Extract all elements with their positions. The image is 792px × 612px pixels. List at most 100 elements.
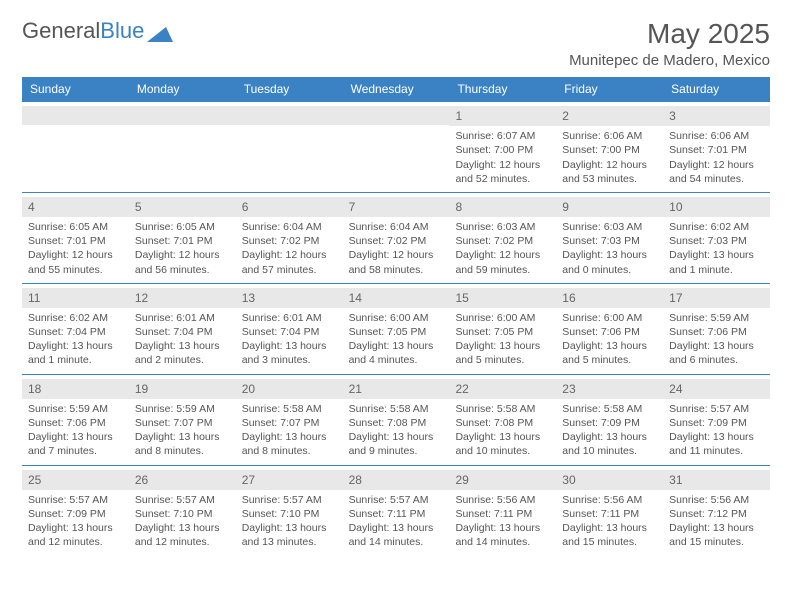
sunrise-text: Sunrise: 5:56 AM bbox=[669, 493, 764, 507]
day-number-row: 31 bbox=[663, 470, 770, 490]
sunrise-text: Sunrise: 6:03 AM bbox=[455, 220, 550, 234]
daylight-text-2: and 5 minutes. bbox=[455, 353, 550, 367]
logo-word2: Blue bbox=[100, 18, 144, 44]
sunrise-text: Sunrise: 5:57 AM bbox=[669, 402, 764, 416]
day-number: 17 bbox=[669, 291, 682, 305]
sunrise-text: Sunrise: 5:57 AM bbox=[349, 493, 444, 507]
sunrise-text: Sunrise: 6:04 AM bbox=[349, 220, 444, 234]
dow-cell: Sunday bbox=[22, 77, 129, 101]
day-number: 27 bbox=[242, 473, 255, 487]
day-number: 2 bbox=[562, 109, 569, 123]
sunset-text: Sunset: 7:11 PM bbox=[349, 507, 444, 521]
logo-triangle-icon bbox=[147, 22, 173, 40]
sunrise-text: Sunrise: 6:06 AM bbox=[562, 129, 657, 143]
sunset-text: Sunset: 7:03 PM bbox=[669, 234, 764, 248]
day-number-row: 18 bbox=[22, 379, 129, 399]
daylight-text-2: and 14 minutes. bbox=[349, 535, 444, 549]
day-cell: 10 Sunrise: 6:02 AMSunset: 7:03 PMDayligh… bbox=[663, 192, 770, 283]
week-row: 11Sunrise: 6:02 AMSunset: 7:04 PMDayligh… bbox=[22, 283, 770, 374]
day-number-row: 15 bbox=[449, 288, 556, 308]
week-row: 18Sunrise: 5:59 AMSunset: 7:06 PMDayligh… bbox=[22, 374, 770, 465]
day-number-row: 25 bbox=[22, 470, 129, 490]
day-number-row: 20 bbox=[236, 379, 343, 399]
daylight-text-1: Daylight: 12 hours bbox=[455, 248, 550, 262]
daylight-text-1: Daylight: 13 hours bbox=[349, 521, 444, 535]
day-cell: 24Sunrise: 5:57 AMSunset: 7:09 PMDayligh… bbox=[663, 374, 770, 465]
daylight-text-1: Daylight: 13 hours bbox=[28, 339, 123, 353]
day-number: 19 bbox=[135, 382, 148, 396]
daylight-text-2: and 2 minutes. bbox=[135, 353, 230, 367]
empty-day-header bbox=[343, 106, 450, 125]
day-cell bbox=[129, 101, 236, 192]
day-number: 15 bbox=[455, 291, 468, 305]
sunset-text: Sunset: 7:05 PM bbox=[349, 325, 444, 339]
day-number: 20 bbox=[242, 382, 255, 396]
sunrise-text: Sunrise: 5:56 AM bbox=[455, 493, 550, 507]
sunset-text: Sunset: 7:04 PM bbox=[28, 325, 123, 339]
sunrise-text: Sunrise: 5:58 AM bbox=[349, 402, 444, 416]
daylight-text-1: Daylight: 13 hours bbox=[28, 521, 123, 535]
daylight-text-1: Daylight: 12 hours bbox=[135, 248, 230, 262]
sunset-text: Sunset: 7:05 PM bbox=[455, 325, 550, 339]
sunrise-text: Sunrise: 6:01 AM bbox=[135, 311, 230, 325]
day-number-row: 13 bbox=[236, 288, 343, 308]
daylight-text-2: and 10 minutes. bbox=[455, 444, 550, 458]
title-block: May 2025 Munitepec de Madero, Mexico bbox=[569, 18, 770, 69]
day-number-row: 24 bbox=[663, 379, 770, 399]
sunrise-text: Sunrise: 6:02 AM bbox=[669, 220, 764, 234]
daylight-text-1: Daylight: 13 hours bbox=[135, 339, 230, 353]
daylight-text-1: Daylight: 13 hours bbox=[455, 430, 550, 444]
daylight-text-2: and 59 minutes. bbox=[455, 263, 550, 277]
dow-cell: Thursday bbox=[449, 77, 556, 101]
day-number-row: 29 bbox=[449, 470, 556, 490]
day-number-row: 3 bbox=[663, 106, 770, 126]
sunrise-text: Sunrise: 6:04 AM bbox=[242, 220, 337, 234]
day-number: 23 bbox=[562, 382, 575, 396]
sunset-text: Sunset: 7:08 PM bbox=[455, 416, 550, 430]
empty-day-header bbox=[129, 106, 236, 125]
sunset-text: Sunset: 7:10 PM bbox=[135, 507, 230, 521]
day-number: 4 bbox=[28, 200, 35, 214]
daylight-text-2: and 12 minutes. bbox=[135, 535, 230, 549]
daylight-text-1: Daylight: 13 hours bbox=[562, 430, 657, 444]
sunset-text: Sunset: 7:11 PM bbox=[562, 507, 657, 521]
daylight-text-2: and 3 minutes. bbox=[242, 353, 337, 367]
day-number: 9 bbox=[562, 200, 569, 214]
day-number: 12 bbox=[135, 291, 148, 305]
day-cell: 5Sunrise: 6:05 AMSunset: 7:01 PMDaylight… bbox=[129, 192, 236, 283]
day-number-row: 9 bbox=[556, 197, 663, 217]
daylight-text-2: and 9 minutes. bbox=[349, 444, 444, 458]
day-number-row: 19 bbox=[129, 379, 236, 399]
daylight-text-1: Daylight: 13 hours bbox=[349, 430, 444, 444]
daylight-text-2: and 13 minutes. bbox=[242, 535, 337, 549]
sunset-text: Sunset: 7:01 PM bbox=[669, 143, 764, 157]
day-number: 28 bbox=[349, 473, 362, 487]
day-number: 7 bbox=[349, 200, 356, 214]
day-cell: 30Sunrise: 5:56 AMSunset: 7:11 PMDayligh… bbox=[556, 465, 663, 556]
day-number: 18 bbox=[28, 382, 41, 396]
daylight-text-2: and 8 minutes. bbox=[135, 444, 230, 458]
dow-cell: Tuesday bbox=[236, 77, 343, 101]
dow-cell: Wednesday bbox=[343, 77, 450, 101]
day-cell: 21Sunrise: 5:58 AMSunset: 7:08 PMDayligh… bbox=[343, 374, 450, 465]
sunset-text: Sunset: 7:08 PM bbox=[349, 416, 444, 430]
day-number-row: 22 bbox=[449, 379, 556, 399]
daylight-text-2: and 54 minutes. bbox=[669, 172, 764, 186]
daylight-text-1: Daylight: 13 hours bbox=[669, 430, 764, 444]
daylight-text-2: and 8 minutes. bbox=[242, 444, 337, 458]
week-row: 25Sunrise: 5:57 AMSunset: 7:09 PMDayligh… bbox=[22, 465, 770, 556]
sunset-text: Sunset: 7:00 PM bbox=[455, 143, 550, 157]
location-label: Munitepec de Madero, Mexico bbox=[569, 52, 770, 69]
day-cell: 25Sunrise: 5:57 AMSunset: 7:09 PMDayligh… bbox=[22, 465, 129, 556]
daylight-text-1: Daylight: 13 hours bbox=[669, 248, 764, 262]
day-number: 30 bbox=[562, 473, 575, 487]
daylight-text-2: and 11 minutes. bbox=[669, 444, 764, 458]
day-number: 5 bbox=[135, 200, 142, 214]
sunset-text: Sunset: 7:02 PM bbox=[242, 234, 337, 248]
daylight-text-2: and 6 minutes. bbox=[669, 353, 764, 367]
week-row: 4Sunrise: 6:05 AMSunset: 7:01 PMDaylight… bbox=[22, 192, 770, 283]
day-number-row: 10 bbox=[663, 197, 770, 217]
day-number: 31 bbox=[669, 473, 682, 487]
day-number-row: 16 bbox=[556, 288, 663, 308]
day-number: 14 bbox=[349, 291, 362, 305]
